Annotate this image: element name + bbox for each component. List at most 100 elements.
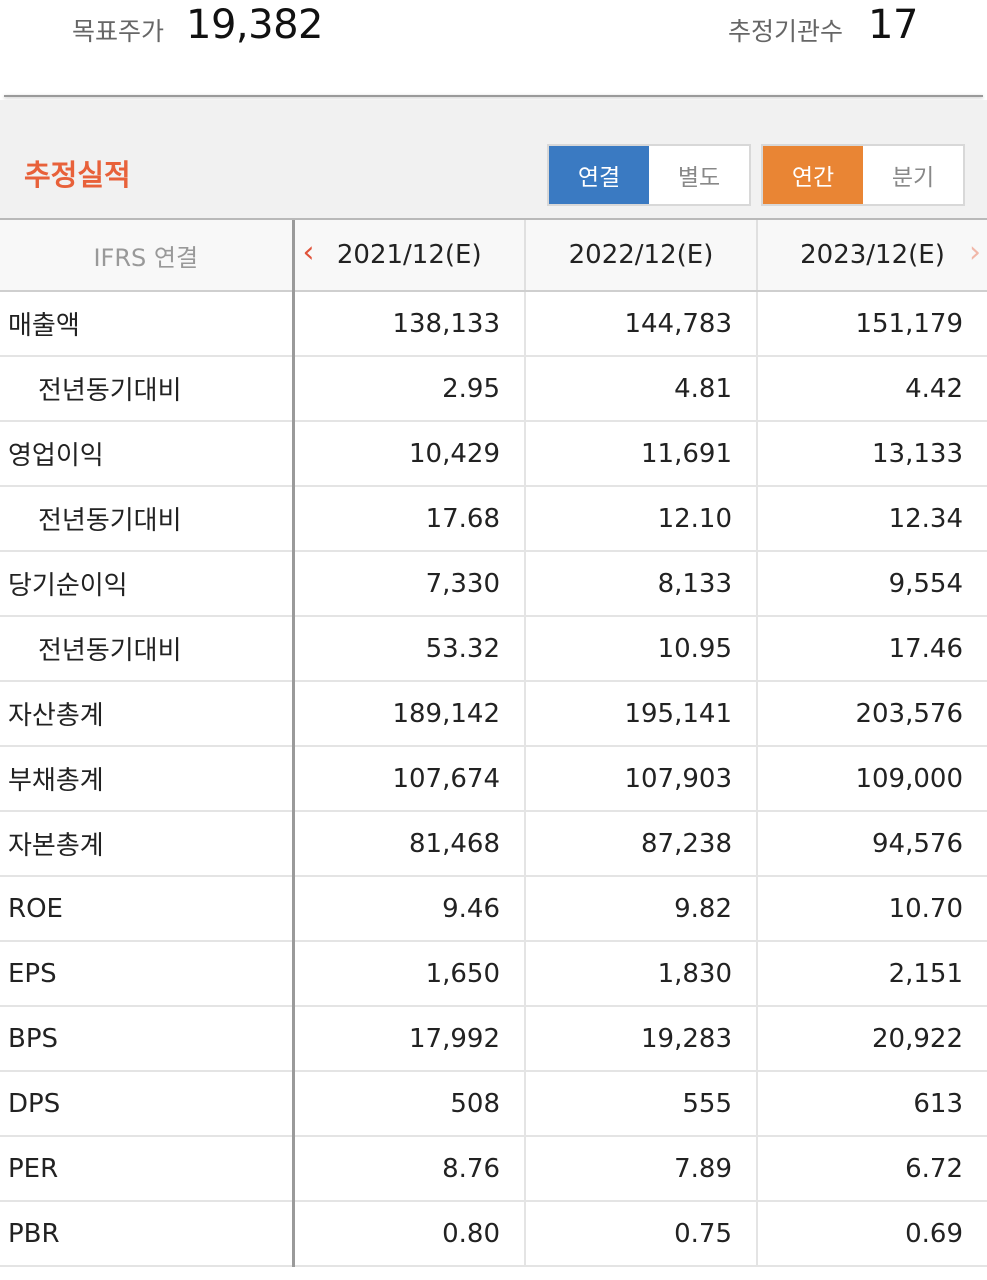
row-value: 81,468 [293, 811, 526, 877]
row-value: 8.76 [293, 1136, 526, 1202]
row-value: 17.46 [757, 616, 987, 682]
table-row: ROE 9.46 9.82 10.70 [0, 876, 987, 942]
year-header: ‹ 2021/12(E) [293, 220, 526, 292]
row-label: 매출액 [0, 291, 295, 357]
target-price-label: 목표주가 [72, 17, 165, 46]
row-value: 107,674 [293, 746, 526, 812]
row-value: 1,830 [525, 941, 758, 1007]
row-label: 당기순이익 [0, 551, 295, 617]
row-label: 전년동기대비 [0, 616, 295, 682]
row-label: EPS [0, 941, 295, 1007]
table-row: BPS 17,992 19,283 20,922 [0, 1006, 987, 1072]
chevron-left-icon[interactable]: ‹ [302, 235, 315, 270]
table-row: EPS 1,650 1,830 2,151 [0, 941, 987, 1007]
institutions-label: 추정기관수 [728, 17, 844, 46]
basis-toggle-group: 연결 별도 [547, 144, 751, 206]
row-label: DPS [0, 1071, 295, 1137]
row-label: 자산총계 [0, 681, 295, 747]
row-value: 144,783 [525, 291, 758, 357]
summary-header: 목표주가 19,382 추정기관수 17 [0, 0, 987, 97]
row-value: 12.34 [757, 486, 987, 552]
row-value: 94,576 [757, 811, 987, 877]
table-row: PBR 0.80 0.75 0.69 [0, 1201, 987, 1267]
row-label: 부채총계 [0, 746, 295, 812]
row-value: 2,151 [757, 941, 987, 1007]
row-value: 10,429 [293, 421, 526, 487]
row-value: 0.69 [757, 1201, 987, 1267]
row-value: 9.46 [293, 876, 526, 942]
estimate-table: IFRS 연결 ‹ 2021/12(E) 2022/12(E) 2023/12(… [0, 220, 987, 1267]
row-label: 전년동기대비 [0, 356, 295, 422]
row-value: 8,133 [525, 551, 758, 617]
row-value: 7,330 [293, 551, 526, 617]
table-row: 부채총계 107,674 107,903 109,000 [0, 746, 987, 812]
row-value: 7.89 [525, 1136, 758, 1202]
row-value: 11,691 [525, 421, 758, 487]
toggle-annual[interactable]: 연간 [763, 146, 863, 204]
target-price-value: 19,382 [186, 2, 323, 48]
row-value: 555 [525, 1071, 758, 1137]
row-value: 10.70 [757, 876, 987, 942]
table-row: PER 8.76 7.89 6.72 [0, 1136, 987, 1202]
year-label: 2023/12(E) [800, 240, 945, 270]
table-row: 자산총계 189,142 195,141 203,576 [0, 681, 987, 747]
row-value: 203,576 [757, 681, 987, 747]
table-row: 매출액 138,133 144,783 151,179 [0, 291, 987, 357]
row-value: 138,133 [293, 291, 526, 357]
row-label: PER [0, 1136, 295, 1202]
row-label: 자본총계 [0, 811, 295, 877]
institutions-value: 17 [868, 2, 918, 48]
header-divider [4, 95, 983, 97]
section-title: 추정실적 [24, 158, 131, 192]
year-header: 2022/12(E) [525, 220, 758, 292]
table-row: 전년동기대비 17.68 12.10 12.34 [0, 486, 987, 552]
row-value: 0.75 [525, 1201, 758, 1267]
row-value: 9.82 [525, 876, 758, 942]
toggle-consolidated[interactable]: 연결 [549, 146, 649, 204]
year-header: 2023/12(E) › [757, 220, 987, 292]
basis-label: IFRS 연결 [0, 220, 295, 292]
row-label: 전년동기대비 [0, 486, 295, 552]
row-value: 9,554 [757, 551, 987, 617]
row-value: 1,650 [293, 941, 526, 1007]
row-value: 6.72 [757, 1136, 987, 1202]
table-row: 영업이익 10,429 11,691 13,133 [0, 421, 987, 487]
period-toggle-group: 연간 분기 [761, 144, 965, 206]
row-value: 4.81 [525, 356, 758, 422]
row-value: 10.95 [525, 616, 758, 682]
row-value: 4.42 [757, 356, 987, 422]
row-label: ROE [0, 876, 295, 942]
table-header-row: IFRS 연결 ‹ 2021/12(E) 2022/12(E) 2023/12(… [0, 220, 987, 292]
row-value: 19,283 [525, 1006, 758, 1072]
row-value: 613 [757, 1071, 987, 1137]
row-value: 87,238 [525, 811, 758, 877]
row-value: 2.95 [293, 356, 526, 422]
row-value: 195,141 [525, 681, 758, 747]
row-value: 151,179 [757, 291, 987, 357]
row-label: BPS [0, 1006, 295, 1072]
row-value: 12.10 [525, 486, 758, 552]
row-value: 17,992 [293, 1006, 526, 1072]
row-value: 107,903 [525, 746, 758, 812]
chevron-right-icon[interactable]: › [969, 235, 981, 270]
row-value: 17.68 [293, 486, 526, 552]
table-row: DPS 508 555 613 [0, 1071, 987, 1137]
year-label: 2022/12(E) [568, 240, 714, 270]
table-row: 당기순이익 7,330 8,133 9,554 [0, 551, 987, 617]
toggle-separate[interactable]: 별도 [649, 146, 749, 204]
estimate-section-header: 추정실적 연결 별도 연간 분기 [0, 100, 987, 218]
toggle-quarterly[interactable]: 분기 [863, 146, 963, 204]
table-row: 전년동기대비 2.95 4.81 4.42 [0, 356, 987, 422]
table-row: 전년동기대비 53.32 10.95 17.46 [0, 616, 987, 682]
year-label: 2021/12(E) [336, 240, 482, 270]
row-value: 13,133 [757, 421, 987, 487]
row-value: 0.80 [293, 1201, 526, 1267]
row-label: PBR [0, 1201, 295, 1267]
row-value: 20,922 [757, 1006, 987, 1072]
table-top-border [0, 218, 987, 220]
row-label: 영업이익 [0, 421, 295, 487]
table-row: 자본총계 81,468 87,238 94,576 [0, 811, 987, 877]
row-value: 53.32 [293, 616, 526, 682]
row-value: 189,142 [293, 681, 526, 747]
row-value: 109,000 [757, 746, 987, 812]
